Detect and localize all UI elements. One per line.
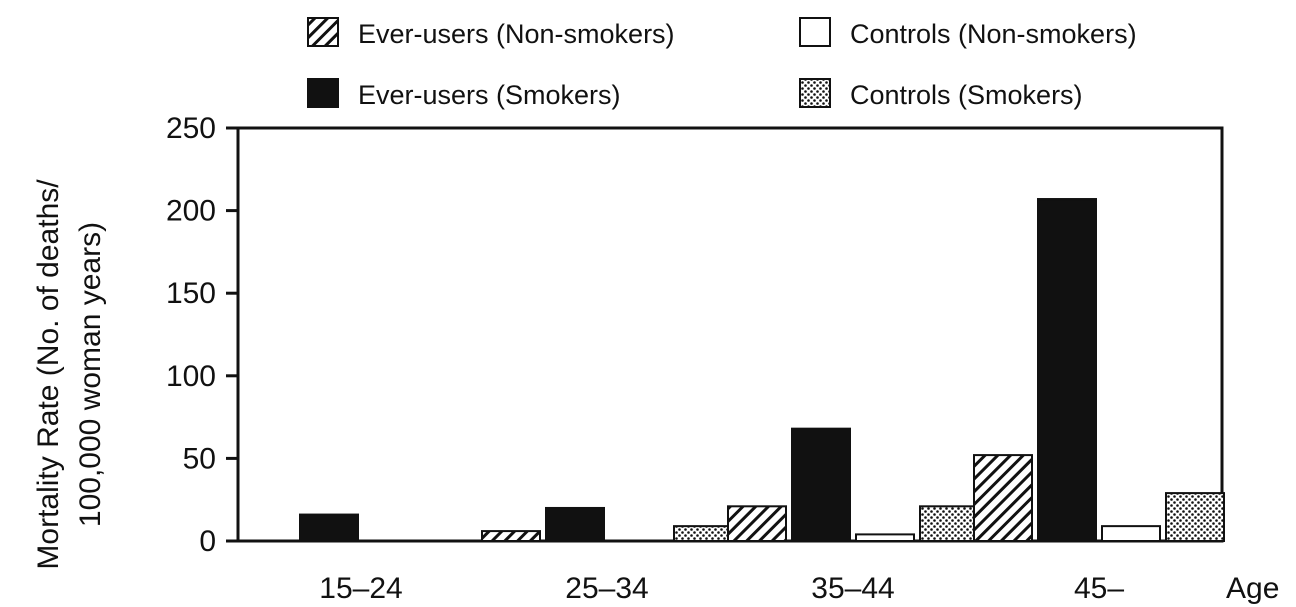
bar xyxy=(1165,492,1225,543)
y-tick-label: 150 xyxy=(166,277,216,310)
legend-label: Ever-users (Smokers) xyxy=(358,80,621,110)
y-tick-label: 50 xyxy=(183,442,216,475)
bar xyxy=(545,506,605,542)
bar xyxy=(973,454,1033,543)
legend: Ever-users (Non-smokers) Ever-users (Smok… xyxy=(307,17,1137,110)
legend-swatch xyxy=(799,17,831,47)
y-axis-title: Mortality Rate (No. of deaths/100,000 wo… xyxy=(32,179,107,570)
y-tick-label: 0 xyxy=(199,525,216,558)
x-tick-label: 45– xyxy=(1074,572,1124,605)
legend-swatch xyxy=(799,78,831,108)
legend-swatch xyxy=(307,78,339,108)
x-tick-label: 15–24 xyxy=(319,572,402,605)
bar xyxy=(791,427,851,542)
y-tick-label: 100 xyxy=(166,360,216,393)
bars xyxy=(299,198,1225,543)
bar xyxy=(481,530,541,543)
bar xyxy=(727,505,787,543)
legend-label: Ever-users (Non-smokers) xyxy=(358,19,675,49)
bar xyxy=(1037,198,1097,542)
y-axis-title-line: 100,000 woman years) xyxy=(74,222,107,527)
bar xyxy=(1101,525,1161,543)
x-tick-label: 25–34 xyxy=(565,572,648,605)
x-axis-title: Age xyxy=(1226,572,1279,605)
bar xyxy=(919,505,979,543)
bar xyxy=(855,533,915,543)
bar xyxy=(673,525,733,543)
bar xyxy=(299,513,359,542)
x-axis-tick-labels: 15–24 25–34 35–44 45– xyxy=(319,572,1124,605)
y-tick-label: 200 xyxy=(166,195,216,228)
y-tick-label: 250 xyxy=(166,112,216,145)
x-tick-label: 35–44 xyxy=(811,572,894,605)
y-axis-ticks: 0 50 100 150 200 250 xyxy=(166,112,238,558)
legend-label: Controls (Non-smokers) xyxy=(850,19,1137,49)
y-axis-title-line: Mortality Rate (No. of deaths/ xyxy=(32,179,65,570)
legend-swatch xyxy=(307,17,339,47)
legend-label: Controls (Smokers) xyxy=(850,80,1083,110)
